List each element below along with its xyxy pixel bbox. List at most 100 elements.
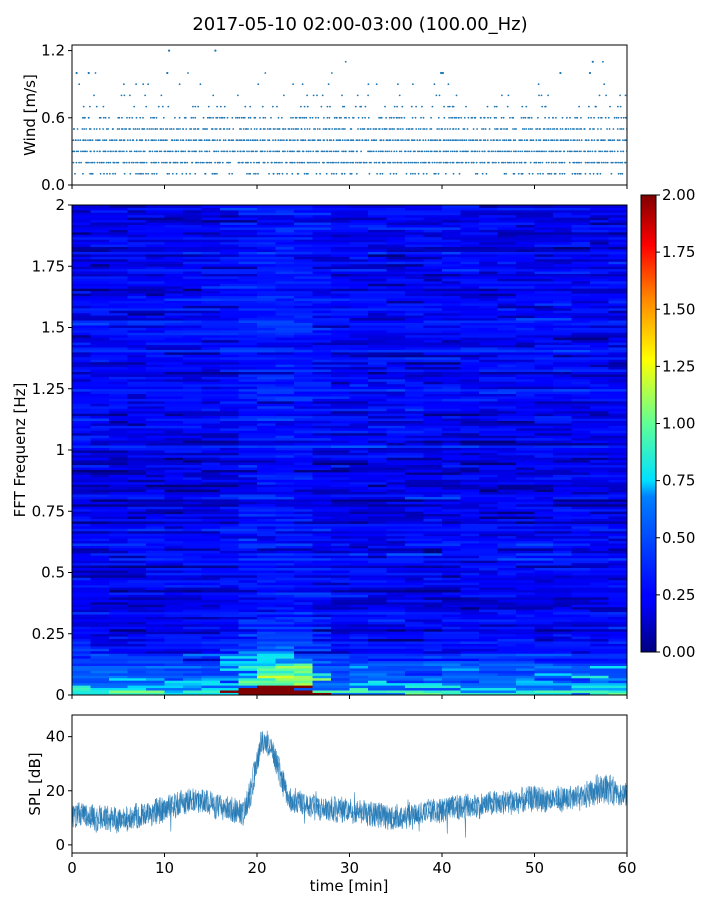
heatmap-cell xyxy=(405,525,443,529)
wind-point xyxy=(405,172,408,175)
heatmap-cell xyxy=(460,425,480,429)
heatmap-cell xyxy=(534,486,554,490)
wind-point xyxy=(409,161,412,164)
heatmap-cell xyxy=(423,533,461,537)
heatmap-cell xyxy=(331,315,369,319)
heatmap-cell xyxy=(571,236,609,240)
heatmap-cell xyxy=(405,312,424,316)
heatmap-cell xyxy=(516,614,535,617)
heatmap-cell xyxy=(238,540,276,544)
wind-point xyxy=(399,161,401,164)
heatmap-cell xyxy=(312,371,369,375)
heatmap-cell xyxy=(220,525,258,529)
wind-point xyxy=(493,116,496,119)
heatmap-cell xyxy=(109,565,128,568)
heatmap-cell xyxy=(534,413,554,417)
heatmap-cell xyxy=(331,241,350,245)
wind-point xyxy=(606,128,608,130)
heatmap-cell xyxy=(608,222,627,225)
heatmap-cell xyxy=(220,668,258,671)
heatmap-cell xyxy=(571,648,627,652)
heatmap-cell xyxy=(423,628,443,632)
heatmap-cell xyxy=(146,445,202,448)
heatmap-cell xyxy=(164,410,184,414)
heatmap-cell xyxy=(534,227,572,230)
heatmap-cell xyxy=(516,393,535,397)
heatmap-cell xyxy=(294,491,313,495)
heatmap-cell xyxy=(257,217,313,221)
heatmap-cell xyxy=(331,648,369,652)
heatmap-cell xyxy=(90,423,128,426)
heatmap-cell xyxy=(164,266,202,270)
heatmap-cell xyxy=(497,317,517,321)
heatmap-cell xyxy=(164,457,184,461)
heatmap-cell xyxy=(201,516,239,519)
wind-point xyxy=(206,150,209,153)
heatmap-cell xyxy=(183,577,221,581)
heatmap-cell xyxy=(497,315,535,319)
heatmap-cell xyxy=(405,325,424,328)
heatmap-cell xyxy=(460,682,517,686)
wind-point xyxy=(205,139,208,142)
wind-point xyxy=(496,128,499,130)
heatmap-cell xyxy=(164,587,184,591)
wind-point xyxy=(440,161,442,164)
wind-point xyxy=(483,150,486,153)
wind-point xyxy=(247,161,250,164)
heatmap-cell xyxy=(164,545,184,549)
heatmap-cell xyxy=(312,214,350,218)
heatmap-cell xyxy=(201,320,239,323)
heatmap-cell xyxy=(405,374,443,377)
heatmap-cell xyxy=(164,249,184,252)
heatmap-cell xyxy=(590,388,627,392)
heatmap-cell xyxy=(238,543,258,546)
heatmap-cell xyxy=(146,606,165,610)
heatmap-cell xyxy=(386,359,424,363)
heatmap-cell xyxy=(405,447,461,451)
wind-point xyxy=(378,128,381,130)
heatmap-cell xyxy=(405,467,461,470)
heatmap-cell xyxy=(386,481,443,485)
heatmap-cell xyxy=(294,672,332,676)
heatmap-cell xyxy=(164,641,202,644)
heatmap-cell xyxy=(201,450,258,453)
heatmap-cell xyxy=(201,209,239,213)
heatmap-cell xyxy=(349,263,369,267)
heatmap-cell xyxy=(164,352,221,355)
heatmap-cell xyxy=(590,234,627,238)
heatmap-cell xyxy=(183,528,202,532)
wind-point xyxy=(344,139,346,142)
heatmap-cell xyxy=(571,354,591,358)
heatmap-cell xyxy=(442,577,461,581)
wind-point xyxy=(208,150,211,153)
heatmap-cell xyxy=(386,538,443,542)
heatmap-cell xyxy=(72,261,128,265)
wind-point xyxy=(250,161,252,164)
wind-point xyxy=(185,172,188,175)
wind-point xyxy=(386,139,389,142)
heatmap-cell xyxy=(146,467,184,470)
heatmap-cell xyxy=(275,660,332,664)
heatmap-cell xyxy=(460,685,517,689)
heatmap-cell xyxy=(331,427,387,431)
wind-point xyxy=(444,128,446,130)
wind-point xyxy=(542,172,544,175)
heatmap-cell xyxy=(72,687,91,691)
wind-point xyxy=(403,116,406,119)
wind-point xyxy=(583,128,586,130)
heatmap-cell xyxy=(331,332,350,336)
wind-point xyxy=(229,150,231,153)
heatmap-cell xyxy=(442,234,498,238)
heatmap-cell xyxy=(460,557,498,561)
wind-point xyxy=(337,139,339,142)
heatmap-cell xyxy=(275,442,295,446)
heatmap-cell xyxy=(294,619,313,622)
wind-point xyxy=(515,128,517,130)
heatmap-cell xyxy=(349,435,406,439)
wind-point xyxy=(210,161,213,164)
heatmap-cell xyxy=(275,690,313,693)
wind-point xyxy=(326,161,329,164)
heatmap-cell xyxy=(460,491,480,495)
heatmap-cell xyxy=(460,543,498,546)
heatmap-cell xyxy=(534,587,591,591)
